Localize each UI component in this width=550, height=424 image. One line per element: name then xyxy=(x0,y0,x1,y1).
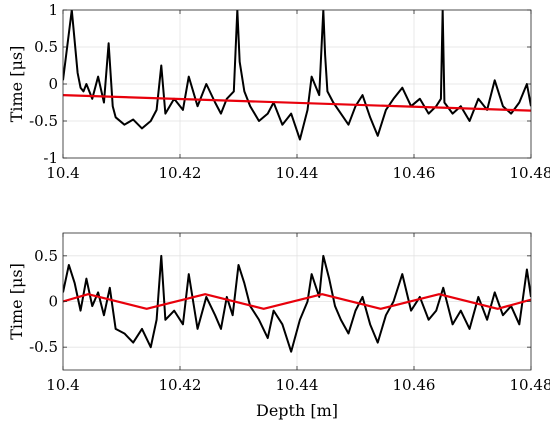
chart2-series-1 xyxy=(63,254,531,353)
chart2-series-2 xyxy=(63,293,531,310)
chart2-xtick-label-3: 10.46 xyxy=(393,376,436,394)
chart2-ytick-label-1: 0 xyxy=(48,293,58,311)
chart1-series-2 xyxy=(63,94,531,112)
chart2-xtick-label-0: 10.4 xyxy=(46,376,79,394)
chart1-ylabel: Time [μs] xyxy=(7,46,26,123)
chart2-xtick-label-4: 10.48 xyxy=(510,376,550,394)
chart1-xtick-label-3: 10.46 xyxy=(393,164,436,182)
chart1-ytick-label-0: -1 xyxy=(43,149,58,167)
chart2-xtick-label-2: 10.44 xyxy=(276,376,319,394)
chart2-ytick-label-0: -0.5 xyxy=(29,338,58,356)
chart2-xlabel: Depth [m] xyxy=(256,401,338,420)
chart1-series-1 xyxy=(63,10,531,141)
chart2-ylabel: Time [μs] xyxy=(7,263,26,340)
chart2-ytick-label-2: 0.5 xyxy=(34,247,58,265)
chart1-xtick-label-4: 10.48 xyxy=(510,164,550,182)
chart1-xtick-label-2: 10.44 xyxy=(276,164,319,182)
chart1-ytick-label-4: 1 xyxy=(48,1,58,19)
chart1-xtick-label-1: 10.42 xyxy=(159,164,202,182)
chart1-ytick-label-3: 0.5 xyxy=(34,38,58,56)
chart1-ytick-label-2: 0 xyxy=(48,75,58,93)
chart1-ytick-label-1: -0.5 xyxy=(29,112,58,130)
chart1-xtick-label-0: 10.4 xyxy=(46,164,79,182)
chart2-xtick-label-1: 10.42 xyxy=(159,376,202,394)
